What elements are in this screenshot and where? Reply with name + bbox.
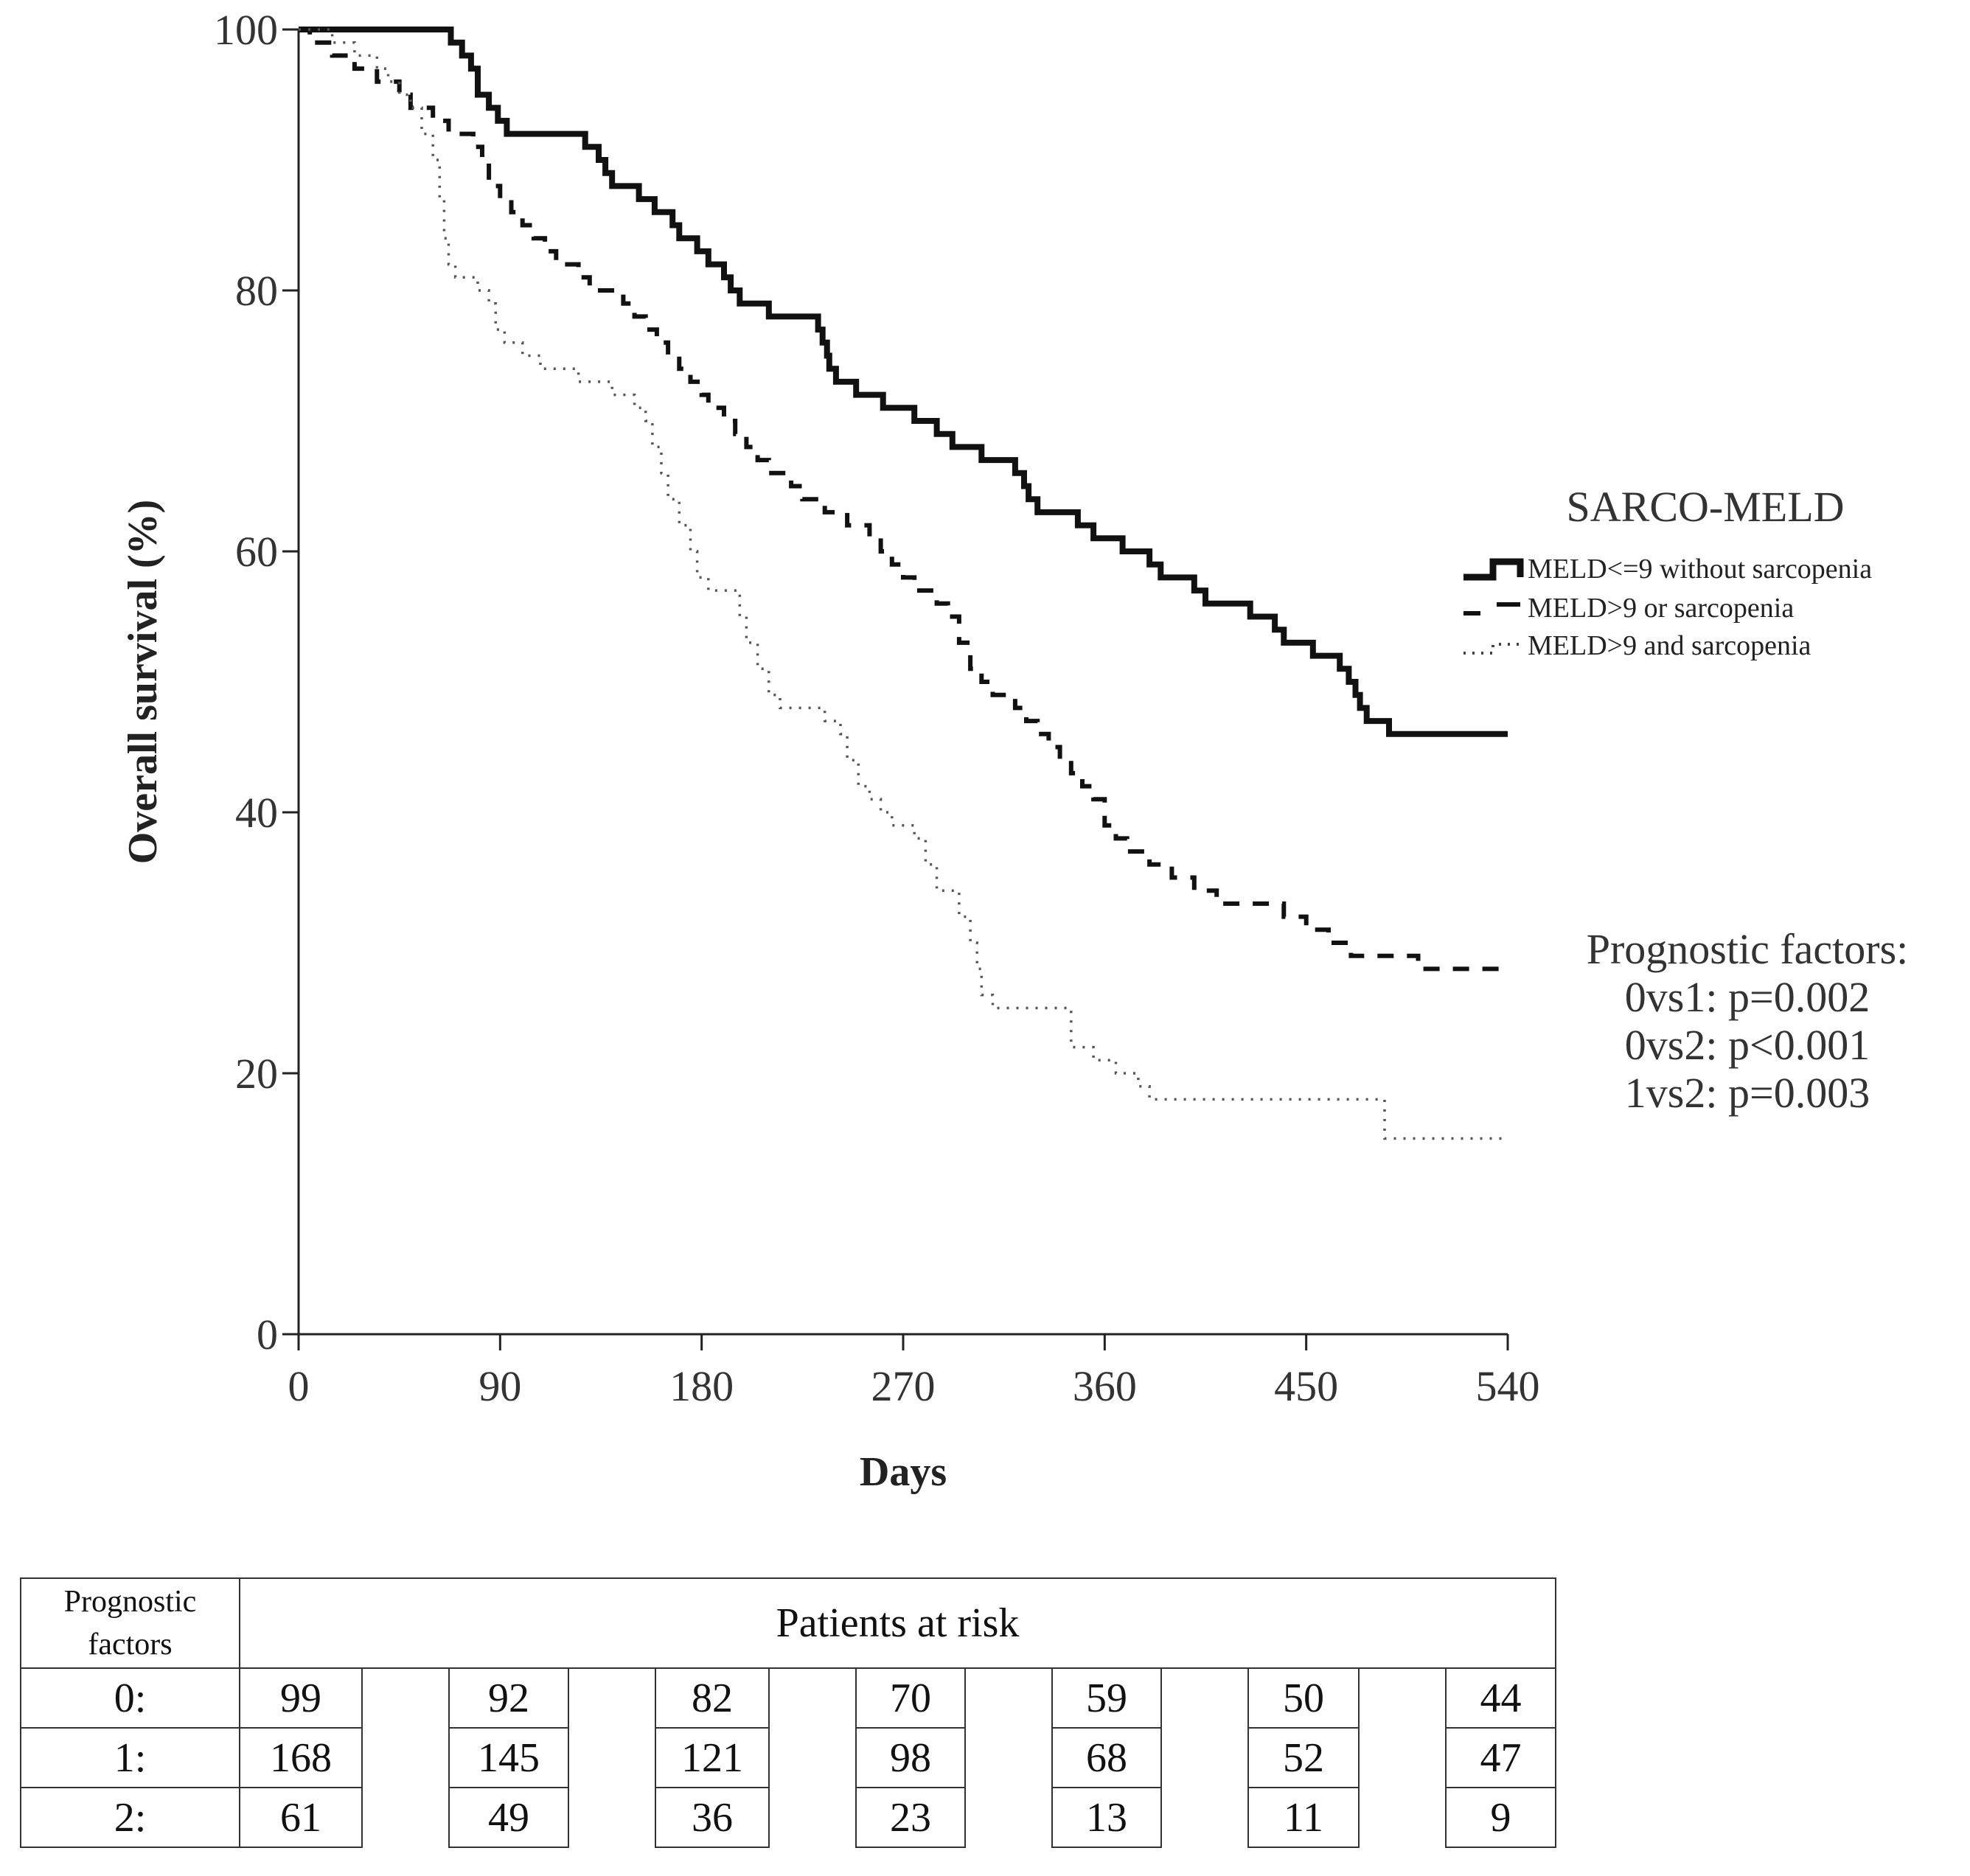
risk-gap — [1358, 1668, 1447, 1728]
legend-label-2: MELD>9 and sarcopenia — [1528, 630, 1811, 661]
risk-cell: 68 — [1051, 1727, 1162, 1788]
risk-cell: 50 — [1247, 1667, 1360, 1729]
risk-gap — [361, 1668, 450, 1728]
risk-cell: 121 — [655, 1727, 770, 1788]
x-ticks: 0 90 180 270 360 450 540 — [288, 1334, 1540, 1410]
risk-cell: 9 — [1444, 1787, 1557, 1848]
risk-row-1: 1: 168 145 121 98 68 52 47 — [20, 1727, 1557, 1788]
risk-cell: 23 — [855, 1787, 966, 1848]
stats-line-0: 0vs1: p=0.002 — [1625, 973, 1870, 1021]
risk-gap — [568, 1668, 656, 1728]
legend-entry-1: MELD>9 or sarcopenia — [1463, 593, 1794, 624]
risk-row-0: 0: 99 92 82 70 59 50 44 — [20, 1667, 1557, 1729]
risk-cell: 99 — [239, 1667, 363, 1729]
risk-row-2: 2: 61 49 36 23 13 11 9 — [20, 1787, 1557, 1848]
risk-table-corner: Prognostic factors — [20, 1577, 240, 1669]
risk-row-label: 1: — [20, 1727, 240, 1788]
risk-gap — [1160, 1728, 1249, 1788]
legend-entry-0: MELD<=9 without sarcopenia — [1463, 554, 1872, 585]
y-tick-label: 0 — [257, 1311, 278, 1359]
risk-gap — [1358, 1788, 1447, 1847]
survival-curve-dotted — [299, 28, 1508, 1140]
risk-cell: 70 — [855, 1667, 966, 1729]
risk-gap — [361, 1788, 450, 1847]
stats-title: Prognostic factors: — [1587, 925, 1909, 973]
y-axis-title: Overall survival (%) — [120, 500, 166, 865]
x-tick-label: 540 — [1476, 1362, 1540, 1410]
risk-gap — [1358, 1728, 1447, 1788]
x-tick-label: 90 — [478, 1362, 521, 1410]
risk-cell: 92 — [448, 1667, 569, 1729]
risk-row-label: 0: — [20, 1667, 240, 1729]
risk-cell: 98 — [855, 1727, 966, 1788]
y-tick-label: 40 — [235, 789, 278, 837]
y-tick-label: 60 — [235, 528, 278, 576]
corner-line-1: Prognostic — [63, 1585, 197, 1619]
risk-gap — [768, 1668, 857, 1728]
risk-cell: 145 — [448, 1727, 569, 1788]
stats-line-2: 1vs2: p=0.003 — [1625, 1069, 1870, 1117]
risk-gap — [768, 1788, 857, 1847]
x-tick-label: 360 — [1073, 1362, 1137, 1410]
risk-cell: 61 — [239, 1787, 363, 1848]
x-tick-label: 0 — [288, 1362, 310, 1410]
y-ticks: 0 20 40 60 80 100 — [214, 6, 299, 1359]
risk-gap — [568, 1788, 656, 1847]
y-tick-label: 80 — [235, 267, 278, 315]
risk-cell: 82 — [655, 1667, 770, 1729]
x-tick-label: 270 — [871, 1362, 936, 1410]
risk-gap — [568, 1728, 656, 1788]
risk-cell: 36 — [655, 1787, 770, 1848]
survival-curve-solid — [299, 27, 1508, 737]
risk-cell: 44 — [1444, 1667, 1557, 1729]
y-tick-label: 20 — [235, 1050, 278, 1098]
x-axis-title: Days — [860, 1449, 947, 1495]
risk-gap — [768, 1728, 857, 1788]
x-tick-label: 450 — [1274, 1362, 1338, 1410]
risk-cell: 11 — [1247, 1787, 1360, 1848]
prognostic-stats: Prognostic factors: 0vs1: p=0.002 0vs2: … — [1587, 925, 1909, 1117]
risk-cell: 59 — [1051, 1667, 1162, 1729]
survival-chart: 0 20 40 60 80 100 0 90 180 270 360 450 540 Days Ove… — [120, 6, 1909, 1495]
risk-cell: 52 — [1247, 1727, 1360, 1788]
risk-table-title: Patients at risk — [238, 1577, 1557, 1669]
risk-gap — [1160, 1788, 1249, 1847]
legend-label-0: MELD<=9 without sarcopenia — [1528, 554, 1872, 585]
risk-gap — [964, 1728, 1053, 1788]
legend: SARCO-MELD MELD<=9 without sarcopenia ME… — [1463, 483, 1872, 661]
legend-swatch-dotted — [1463, 643, 1520, 655]
corner-line-2: factors — [88, 1628, 173, 1661]
x-tick-label: 180 — [669, 1362, 734, 1410]
patients-at-risk-table: Prognostic factors Patients at risk 0: 9… — [20, 1577, 1557, 1848]
risk-cell: 13 — [1051, 1787, 1162, 1848]
risk-gap — [361, 1728, 450, 1788]
y-tick-label: 100 — [214, 6, 278, 54]
risk-row-label: 2: — [20, 1787, 240, 1848]
survival-curve-dashed — [299, 27, 1508, 972]
legend-swatch-solid — [1463, 558, 1524, 581]
risk-table-header: Prognostic factors Patients at risk — [20, 1577, 1557, 1669]
risk-gap — [964, 1788, 1053, 1847]
risk-cell: 168 — [239, 1727, 363, 1788]
risk-cell: 47 — [1444, 1727, 1557, 1788]
legend-label-1: MELD>9 or sarcopenia — [1528, 593, 1794, 624]
stats-line-1: 0vs2: p<0.001 — [1625, 1021, 1870, 1069]
legend-entry-2: MELD>9 and sarcopenia — [1463, 630, 1811, 661]
legend-title: SARCO-MELD — [1566, 483, 1844, 531]
risk-gap — [1160, 1668, 1249, 1728]
survival-curves — [299, 27, 1508, 1140]
risk-gap — [964, 1668, 1053, 1728]
risk-cell: 49 — [448, 1787, 569, 1848]
